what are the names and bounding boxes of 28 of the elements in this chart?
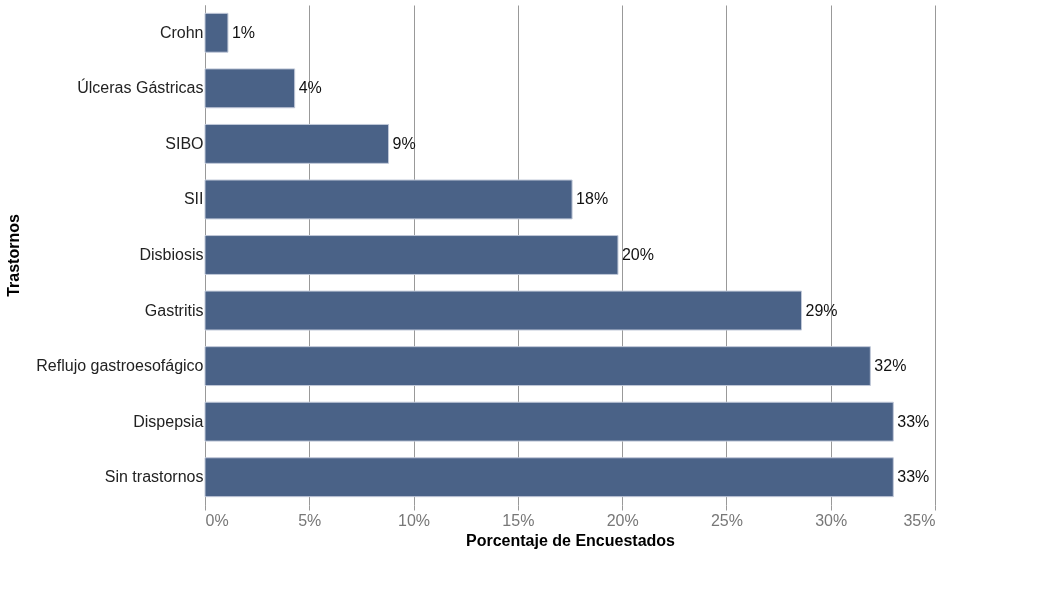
y-tick-label: Gastritis [144, 301, 204, 319]
data-label: 20% [621, 246, 654, 263]
data-label: 9% [392, 134, 416, 152]
y-tick-label: Crohn [159, 23, 204, 41]
x-tick-label: 30% [815, 511, 848, 529]
data-label: 1% [231, 23, 256, 41]
x-axis-title: Porcentaje de Encuestados [466, 531, 676, 549]
y-tick-label: Sin trastornos [104, 468, 204, 486]
data-label: 29% [805, 301, 838, 319]
x-tick-label: 10% [398, 511, 431, 529]
data-label: 4% [298, 79, 322, 97]
data-label: 33% [897, 412, 930, 430]
y-tick-label: Dispepsia [133, 412, 204, 430]
x-tick-label: 5% [298, 511, 322, 529]
data-label: 32% [874, 357, 907, 375]
x-tick-label: 15% [502, 511, 535, 529]
y-tick-label: Reflujo gastroesofágico [36, 357, 204, 375]
data-label: 33% [897, 468, 930, 486]
y-tick-label: Úlceras Gástricas [77, 78, 204, 97]
y-tick-label: Disbiosis [139, 246, 204, 263]
x-tick-label: 0% [205, 511, 229, 529]
x-tick-label: 20% [606, 511, 639, 529]
x-tick-label: 35% [903, 511, 936, 529]
y-tick-label: SIBO [165, 134, 204, 152]
y-axis-title: Trastornos [5, 214, 23, 297]
y-tick-label: SII [183, 190, 204, 208]
x-tick-label: 25% [710, 511, 743, 529]
data-label: 18% [576, 190, 609, 208]
